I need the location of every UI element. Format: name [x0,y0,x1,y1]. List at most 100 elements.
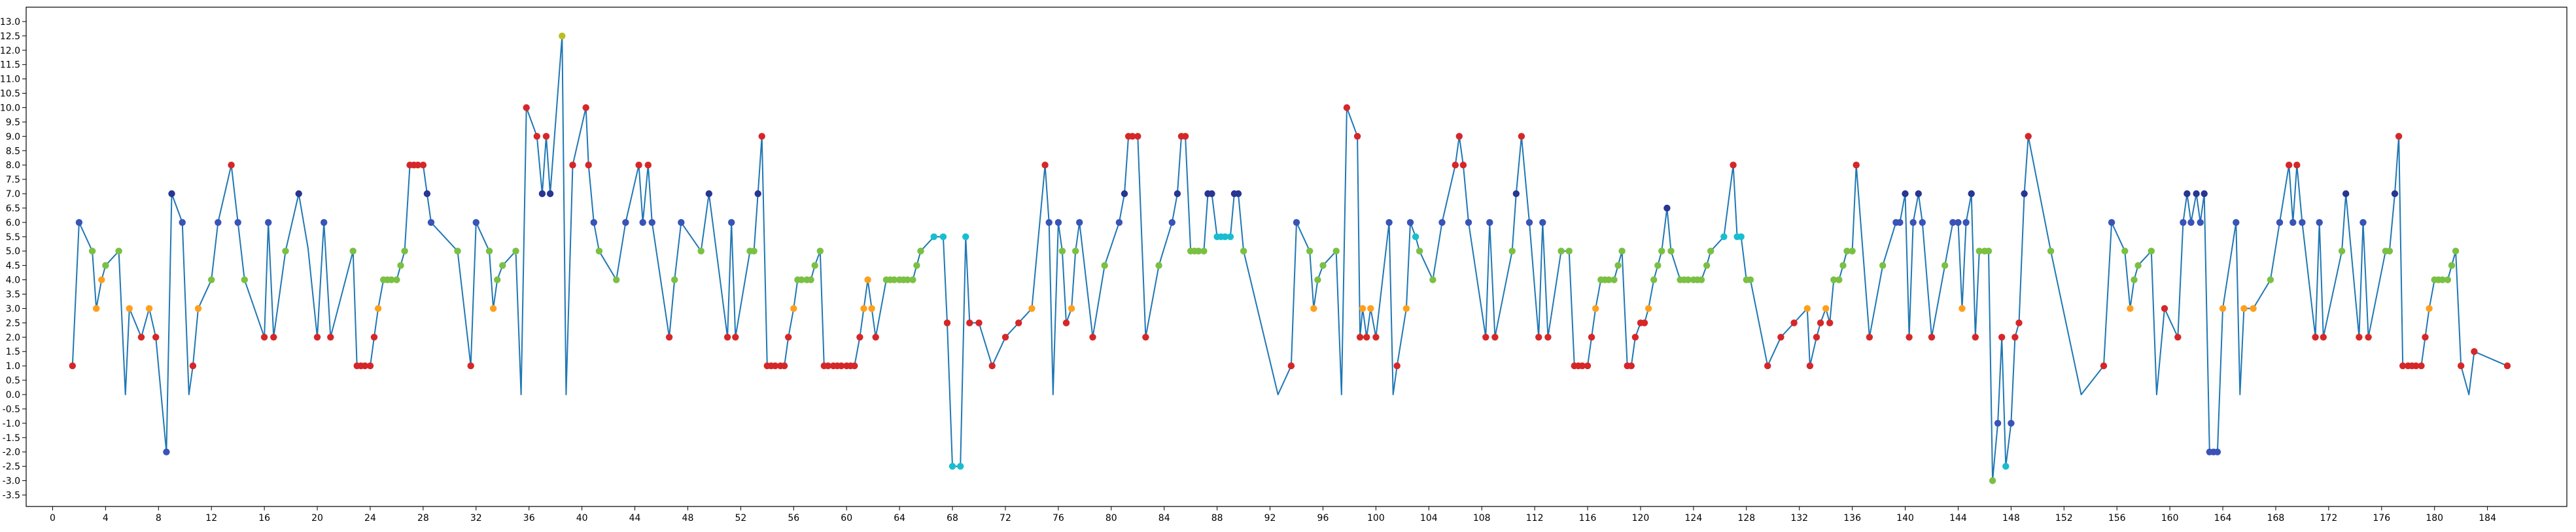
data-point [1707,247,1714,255]
x-axis: 0 4 8 12 16 20 24 28 32 36 40 44 48 52 56 60 64 68 72 76 80 8… [50,506,2496,523]
data-point [2391,190,2399,198]
data-point [1512,190,1520,198]
data-point [388,276,395,283]
data-point [697,247,705,255]
data-point [2134,262,2142,269]
y-tick-label: 1.0 [6,361,20,372]
data-point [1518,133,1525,140]
x-tick-label: 96 [1317,513,1329,523]
data-point [98,276,105,283]
x-tick-label: 124 [1685,513,1703,523]
data-point [1866,334,1873,341]
data-point [1684,276,1692,283]
data-point [1429,276,1436,283]
data-point [1949,219,1957,226]
data-point [868,305,875,312]
data-point [1976,247,1983,255]
data-point [2412,362,2420,370]
data-point [1584,362,1592,370]
data-point [93,305,100,312]
data-point [807,276,814,283]
data-point [1385,219,1393,226]
data-point [2342,190,2350,198]
x-tick-label: 176 [2373,513,2390,523]
data-point [1879,262,1887,269]
data-point [489,305,497,312]
x-tick-label: 56 [788,513,799,523]
data-point [2214,448,2221,455]
y-tick-label: -1.0 [3,419,20,429]
x-tick-label: 40 [576,513,588,523]
data-point [1813,334,1820,341]
data-point [1535,334,1542,341]
data-point [145,305,153,312]
x-tick-label: 8 [156,513,162,523]
data-point [1764,362,1771,370]
data-point [2240,305,2248,312]
data-point [1306,247,1314,255]
data-point [582,104,589,111]
data-point [671,276,678,283]
data-point [370,334,378,341]
data-point [2395,133,2403,140]
data-point [2399,362,2407,370]
data-point [2471,348,2478,355]
data-point [585,162,592,169]
y-tick-label: 3.5 [6,290,20,300]
x-tick-label: 92 [1264,513,1276,523]
x-tick-label: 112 [1526,513,1544,523]
data-point [648,219,655,226]
data-point [2180,219,2187,226]
data-point [2008,419,2015,427]
data-point [635,162,642,169]
data-point [1909,219,1917,226]
data-point [546,190,554,198]
x-tick-label: 60 [841,513,852,523]
axes-frame [26,7,2567,507]
data-point [917,247,924,255]
data-point [1455,133,1463,140]
data-point [349,247,357,255]
data-point [1174,190,1181,198]
y-tick-label: 4.5 [6,261,20,272]
data-point [1001,334,1009,341]
data-point [798,276,805,283]
data-point [241,276,248,283]
data-point [228,162,235,169]
data-point [2316,219,2323,226]
data-point [1610,276,1618,283]
data-point [1359,305,1366,312]
data-point [126,305,133,312]
data-point [427,219,435,226]
data-point [1406,219,1414,226]
x-tick-label: 84 [1158,513,1170,523]
x-tick-label: 172 [2320,513,2338,523]
data-point [2422,334,2429,341]
y-tick-label: 0.0 [6,390,20,400]
x-tick-label: 108 [1473,513,1491,523]
data-point [423,190,431,198]
data-point [313,334,321,341]
data-point [1650,276,1658,283]
data-point [1363,334,1370,341]
data-point [665,334,673,341]
data-point [988,362,996,370]
data-point [1314,276,1321,283]
data-point [69,362,77,370]
data-point [1994,419,2002,427]
data-point [1663,204,1671,212]
y-tick-label: 10.0 [0,103,20,113]
y-axis: -3.5 -3.0 -2.5 -2.0 -1.5 -1.0 -0.5 0.0 0.5 1.0 1.5… [0,17,26,501]
data-point [1332,247,1340,255]
data-point [523,104,530,111]
data-point [750,247,757,255]
data-point [1919,219,1926,226]
data-point [754,190,761,198]
data-point [1353,133,1361,140]
data-point [2356,334,2363,341]
data-point [1836,276,1843,283]
data-point [559,32,566,40]
data-point [2293,162,2301,169]
x-tick-label: 4 [103,513,109,523]
data-point [2219,305,2227,312]
